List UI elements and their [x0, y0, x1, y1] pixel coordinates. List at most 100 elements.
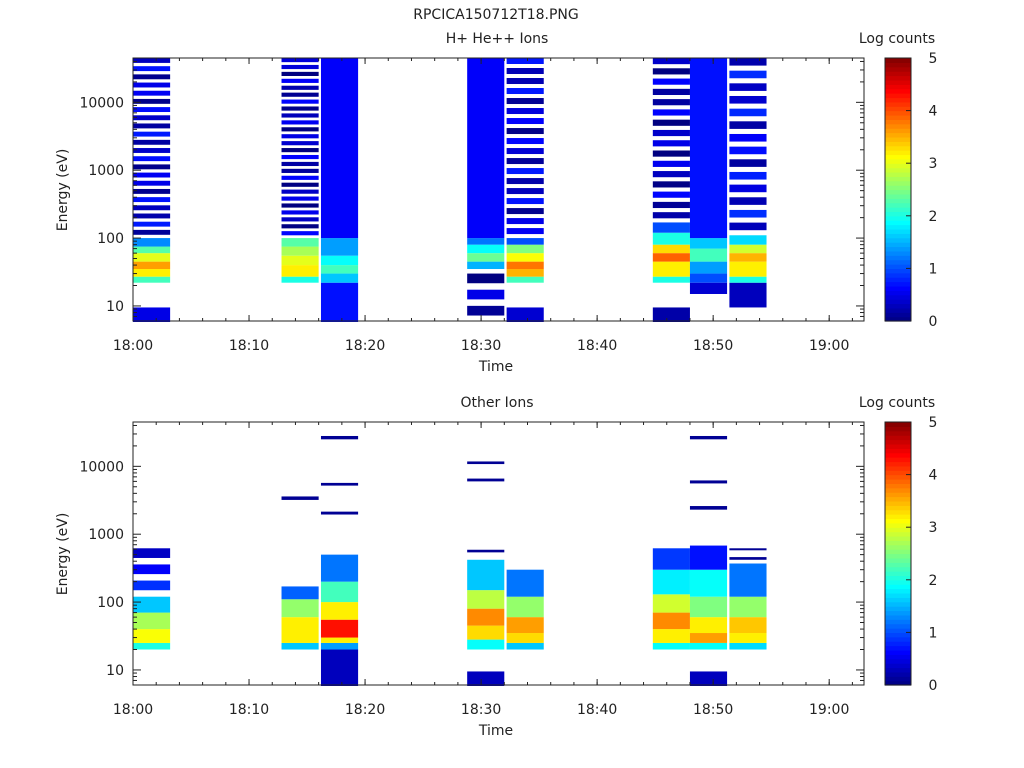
colorbar-cell: [885, 246, 911, 252]
colorbar-cell: [885, 145, 911, 151]
heatmap-cell: [506, 633, 544, 643]
colorbar-cell: [885, 307, 911, 313]
heatmap-cell: [320, 619, 359, 638]
y-tick-label: 1000: [88, 527, 124, 543]
heatmap-cell: [652, 99, 690, 106]
heatmap-cell: [133, 115, 171, 121]
heatmap-cell: [467, 608, 505, 626]
heatmap-cell: [506, 108, 544, 115]
heatmap-cell: [467, 549, 505, 553]
heatmap-cell: [689, 506, 728, 510]
heatmap-cell: [133, 197, 171, 203]
heatmap-cell: [652, 629, 690, 643]
colorbar-cell: [885, 84, 911, 90]
heatmap-cell: [506, 307, 544, 322]
heatmap-cell: [133, 564, 171, 575]
heatmap-cell: [729, 159, 767, 167]
colorbar-tick-label: 5: [929, 415, 938, 431]
heatmap-cell: [133, 139, 171, 145]
heatmap-cell: [729, 83, 767, 91]
heatmap-cell: [133, 164, 171, 170]
heatmap-cell: [506, 269, 544, 277]
colorbar-cell: [885, 58, 911, 63]
heatmap-cell: [467, 559, 505, 591]
heatmap-cell: [729, 108, 767, 117]
heatmap-cell: [506, 244, 544, 254]
heatmap-cell: [689, 617, 728, 634]
heatmap-cell: [652, 261, 690, 277]
colorbar-tick-label: 2: [929, 573, 938, 589]
colorbar-cell: [885, 171, 911, 177]
colorbar-cell: [885, 610, 911, 616]
colorbar-cell: [885, 623, 911, 629]
heatmap-cell: [281, 92, 319, 97]
colorbar-cell: [885, 544, 911, 550]
heatmap-cell: [281, 189, 319, 194]
colorbar-cell: [885, 535, 911, 541]
data-column: [320, 435, 359, 686]
colorbar-cell: [885, 649, 911, 655]
heatmap-cell: [506, 148, 544, 155]
heatmap-cell: [652, 222, 690, 233]
heatmap-cell: [281, 246, 319, 256]
axis-ticks: 18:00 18:10 18:20 18:30 18:40 18:50 19:00 10 100…: [79, 422, 864, 718]
colorbar-cell: [885, 163, 911, 169]
heatmap-cell: [281, 58, 319, 63]
heatmap-cell: [506, 118, 544, 125]
heatmap-cell: [506, 168, 544, 175]
heatmap-cell: [467, 253, 505, 262]
plot-frame: [132, 421, 865, 686]
heatmap-cell: [652, 78, 690, 85]
heatmap-cell: [133, 98, 171, 104]
heatmap-cell: [281, 141, 319, 146]
heatmap-cell: [506, 58, 544, 65]
colorbar-cell: [885, 316, 911, 322]
colorbar-cell: [885, 66, 911, 72]
x-tick-label: 18:00: [113, 338, 153, 354]
heatmap-cell: [467, 478, 505, 482]
heatmap-cell: [281, 265, 319, 277]
colorbar-cell: [885, 584, 911, 590]
colorbar-cell: [885, 575, 911, 581]
heatmap-cell: [320, 554, 359, 582]
colorbar-cell: [885, 592, 911, 598]
heatmap-cell: [689, 633, 728, 643]
colorbar-cell: [885, 531, 911, 537]
heatmap-cell: [652, 160, 690, 167]
heatmap-cell: [729, 235, 767, 245]
y-tick-label: 10: [106, 663, 124, 679]
heatmap-cell: [729, 184, 767, 193]
heatmap-cell: [133, 261, 171, 270]
heatmap-cell: [729, 633, 767, 643]
x-tick-label: 18:10: [229, 338, 269, 354]
heatmap-cell: [320, 602, 359, 620]
colorbar-cell: [885, 645, 911, 651]
heatmap-cell: [467, 58, 505, 239]
figure-title: RPCICA150712T18.PNG: [413, 7, 578, 23]
heatmap-cell: [320, 255, 359, 266]
x-tick-label: 19:00: [809, 338, 849, 354]
data-column: [467, 58, 505, 316]
colorbar-cell: [885, 114, 911, 120]
colorbar-cell: [885, 154, 911, 160]
heatmap-cell: [281, 276, 319, 283]
heatmap-cell: [506, 188, 544, 195]
heatmap-cell: [729, 95, 767, 104]
heatmap-cell: [689, 596, 728, 618]
heatmap-cell: [729, 58, 767, 66]
data-column: [506, 569, 544, 650]
heatmap-cell: [281, 99, 319, 104]
heatmap-cell: [729, 133, 767, 142]
heatmap-cell: [729, 253, 767, 262]
colorbar-cell: [885, 228, 911, 234]
data-column: [133, 58, 171, 322]
heatmap-cell: [689, 569, 728, 597]
x-tick-label: 18:40: [577, 702, 617, 718]
colorbar-cell: [885, 474, 911, 480]
heatmap-cell: [133, 269, 171, 277]
colorbar-tick-label: 5: [929, 51, 938, 67]
colorbar-cell: [885, 272, 911, 278]
heatmap-cell: [281, 182, 319, 187]
heatmap-cell: [652, 232, 690, 245]
heatmap-cell: [133, 642, 171, 650]
